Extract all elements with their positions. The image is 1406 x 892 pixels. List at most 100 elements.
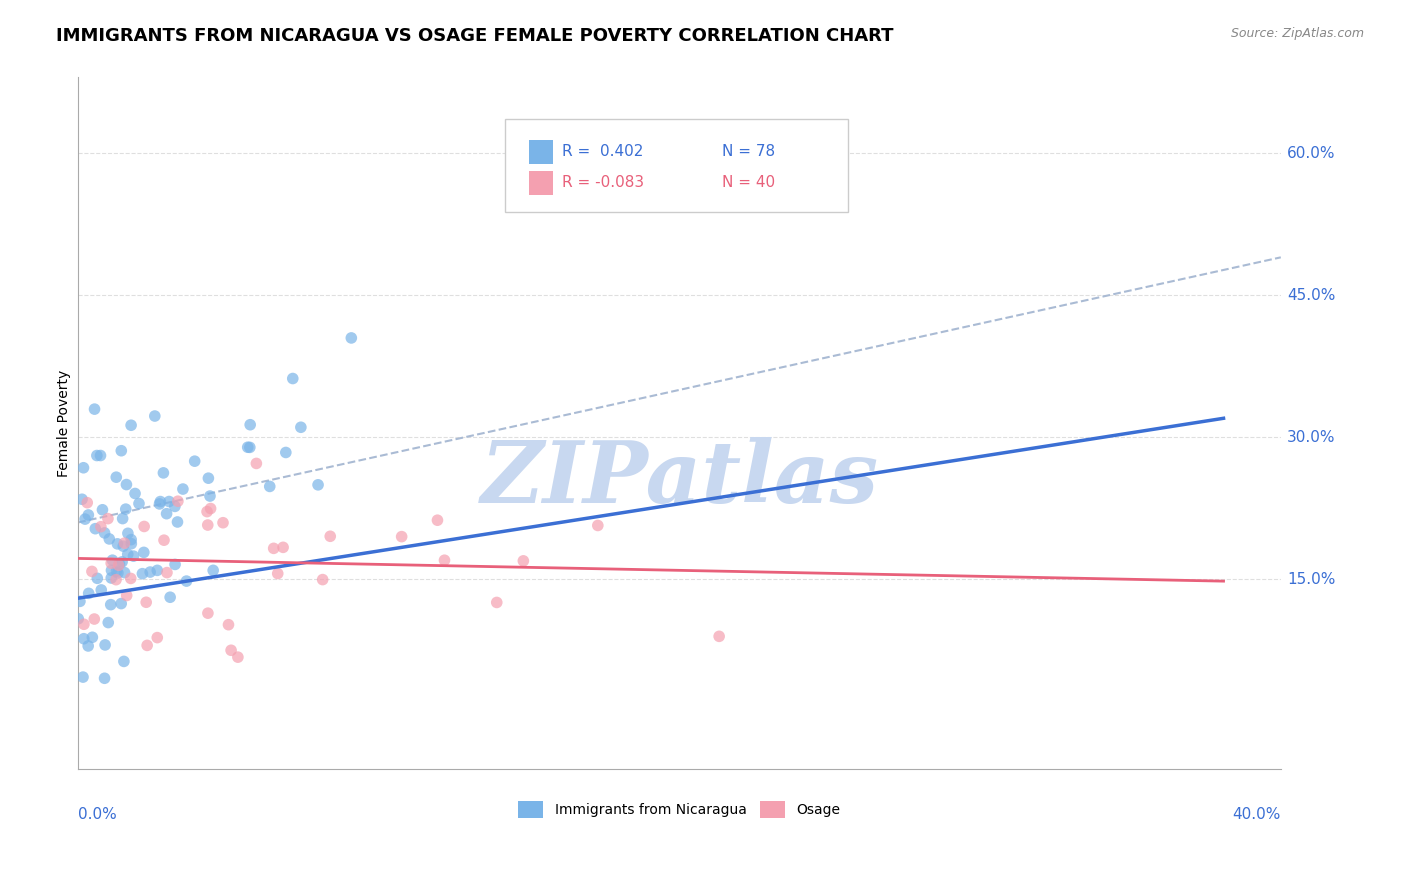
- Point: [115, 477, 138, 491]
- Point: [183, 454, 205, 468]
- Point: [105, 470, 128, 484]
- Text: 60.0%: 60.0%: [1286, 145, 1336, 161]
- Point: [200, 501, 222, 516]
- Point: [115, 589, 138, 603]
- Point: [433, 553, 456, 567]
- Point: [94, 638, 117, 652]
- Point: [111, 511, 134, 525]
- Point: [77, 586, 100, 600]
- Point: [73, 617, 96, 632]
- Text: N = 40: N = 40: [721, 175, 775, 190]
- Point: [131, 566, 153, 581]
- Point: [267, 566, 290, 581]
- Point: [72, 460, 94, 475]
- Point: [112, 536, 135, 550]
- Point: [226, 650, 249, 665]
- Point: [307, 478, 329, 492]
- Point: [114, 502, 136, 516]
- Point: [146, 631, 169, 645]
- Point: [124, 486, 146, 500]
- Point: [271, 541, 294, 555]
- Point: [86, 571, 108, 585]
- Point: [512, 554, 534, 568]
- Point: [149, 494, 172, 508]
- Point: [100, 571, 122, 585]
- Point: [197, 606, 219, 620]
- Point: [90, 519, 112, 533]
- Point: [100, 598, 122, 612]
- Point: [117, 547, 139, 561]
- Point: [86, 449, 108, 463]
- Point: [132, 545, 155, 559]
- Point: [153, 533, 176, 548]
- Point: [236, 440, 259, 454]
- Point: [73, 512, 96, 526]
- Text: 45.0%: 45.0%: [1286, 288, 1336, 302]
- Point: [112, 654, 135, 668]
- Point: [83, 402, 105, 417]
- Point: [197, 518, 219, 533]
- Point: [157, 494, 180, 508]
- Point: [80, 565, 103, 579]
- Point: [134, 519, 156, 533]
- Point: [165, 558, 187, 572]
- Point: [274, 445, 297, 459]
- Point: [391, 530, 413, 544]
- Point: [84, 522, 107, 536]
- Point: [219, 643, 242, 657]
- Text: 30.0%: 30.0%: [1286, 430, 1336, 445]
- Point: [72, 670, 94, 684]
- Point: [120, 418, 142, 433]
- Point: [107, 558, 129, 573]
- Point: [107, 566, 129, 580]
- Point: [117, 526, 139, 541]
- Point: [218, 617, 240, 632]
- Point: [143, 409, 166, 423]
- Point: [90, 582, 112, 597]
- Y-axis label: Female Poverty: Female Poverty: [58, 369, 72, 476]
- Point: [159, 591, 181, 605]
- Point: [259, 479, 281, 493]
- Point: [281, 371, 304, 385]
- Point: [110, 443, 132, 458]
- Point: [426, 513, 449, 527]
- Point: [163, 500, 186, 514]
- Point: [77, 508, 100, 522]
- Point: [98, 532, 121, 546]
- Point: [89, 449, 111, 463]
- Point: [122, 549, 145, 563]
- Point: [112, 539, 135, 553]
- Point: [485, 595, 508, 609]
- Point: [70, 492, 93, 507]
- Point: [146, 563, 169, 577]
- Point: [197, 471, 219, 485]
- Point: [166, 515, 188, 529]
- Text: 40.0%: 40.0%: [1233, 806, 1281, 822]
- Point: [319, 529, 342, 543]
- Point: [136, 639, 159, 653]
- Text: Source: ZipAtlas.com: Source: ZipAtlas.com: [1230, 27, 1364, 40]
- Point: [135, 595, 157, 609]
- Text: IMMIGRANTS FROM NICARAGUA VS OSAGE FEMALE POVERTY CORRELATION CHART: IMMIGRANTS FROM NICARAGUA VS OSAGE FEMAL…: [56, 27, 894, 45]
- Point: [202, 563, 225, 577]
- Point: [239, 417, 262, 432]
- Point: [93, 525, 115, 540]
- Text: 15.0%: 15.0%: [1286, 572, 1336, 587]
- Point: [76, 496, 98, 510]
- Legend: Immigrants from Nicaragua, Osage: Immigrants from Nicaragua, Osage: [513, 796, 846, 824]
- Point: [245, 457, 267, 471]
- Point: [128, 497, 150, 511]
- Point: [108, 557, 131, 571]
- Point: [91, 502, 114, 516]
- Point: [198, 489, 221, 503]
- Point: [83, 612, 105, 626]
- Point: [156, 566, 179, 580]
- Point: [167, 494, 190, 508]
- Point: [707, 629, 730, 643]
- Point: [311, 573, 333, 587]
- Point: [110, 597, 132, 611]
- Point: [120, 571, 142, 585]
- Point: [67, 612, 90, 626]
- Point: [290, 420, 312, 434]
- Point: [111, 555, 134, 569]
